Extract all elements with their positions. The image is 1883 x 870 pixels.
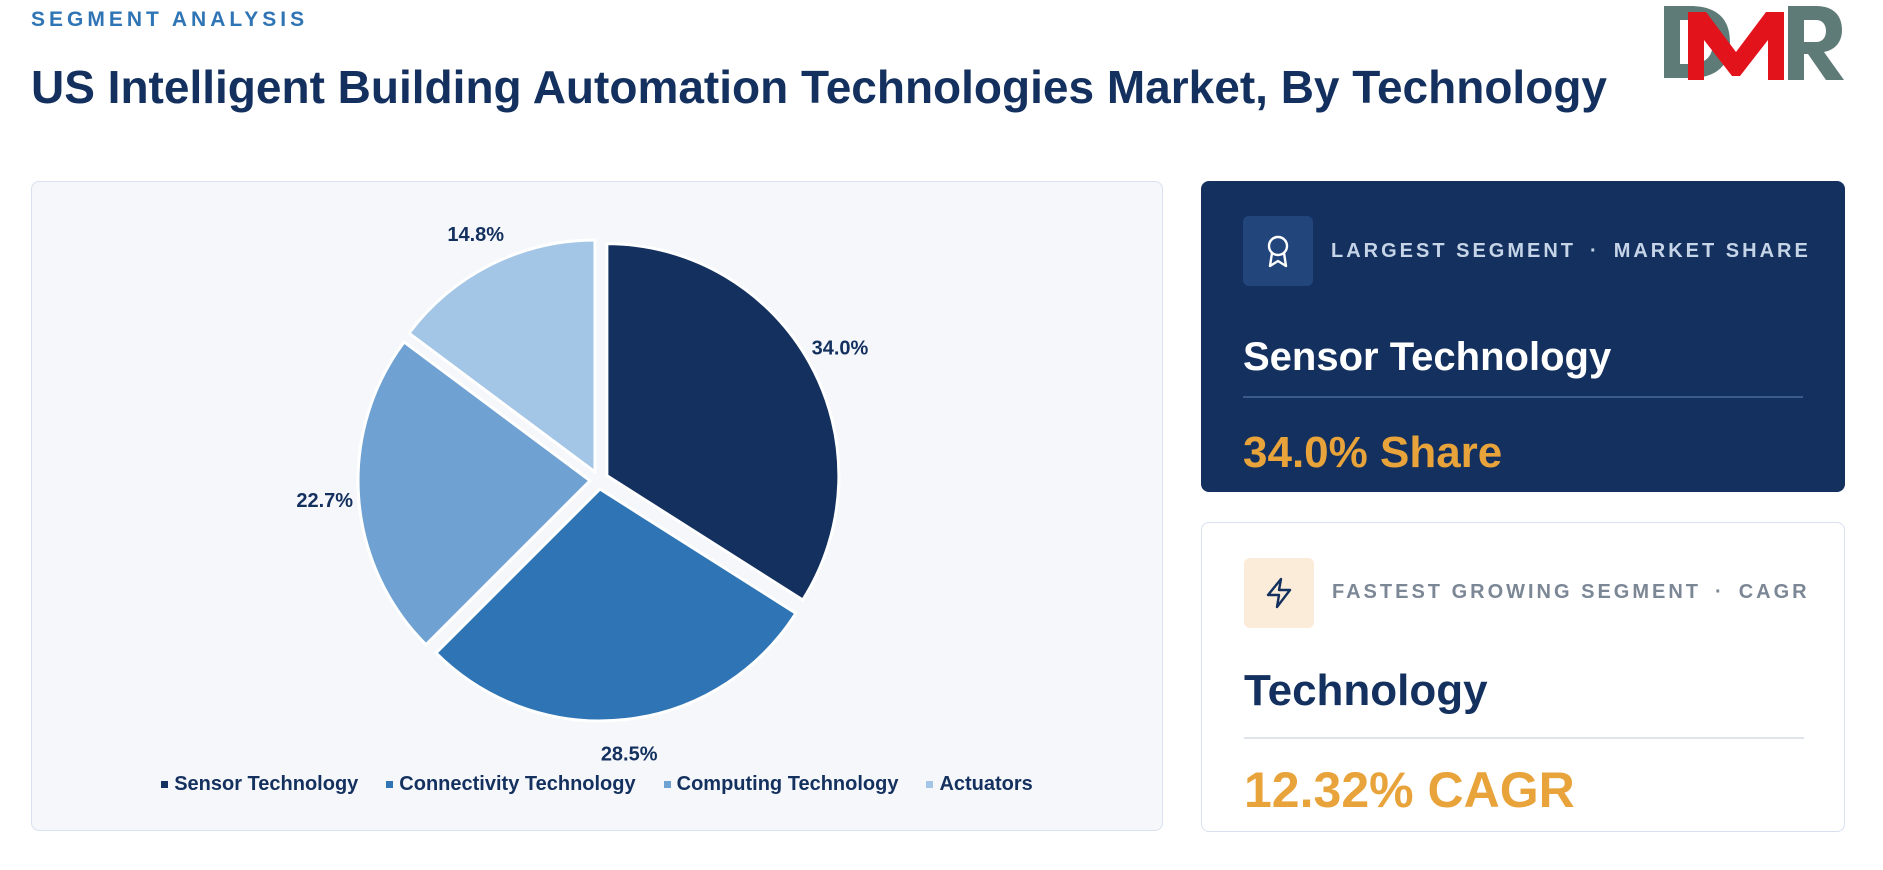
label-separator: · bbox=[1715, 581, 1725, 603]
legend-swatch bbox=[386, 781, 394, 788]
lightning-icon bbox=[1244, 558, 1314, 628]
pie-label-computing-technology: 22.7% bbox=[296, 490, 353, 512]
label-separator: · bbox=[1590, 240, 1600, 262]
legend-item-computing-technology: Computing Technology bbox=[663, 773, 899, 796]
pie-chart: 34.0% 28.5% 22.7% 14.8% bbox=[296, 224, 869, 762]
award-icon bbox=[1243, 216, 1313, 286]
label-market-share: MARKET SHARE bbox=[1613, 240, 1811, 262]
legend-swatch bbox=[161, 781, 169, 788]
fastest-growing-label: FASTEST GROWING SEGMENT · CAGR bbox=[1332, 581, 1810, 604]
pie-label-actuators: 14.8% bbox=[447, 224, 504, 246]
legend-item-sensor-technology: Sensor Technology bbox=[161, 773, 358, 796]
legend-label: Connectivity Technology bbox=[399, 773, 636, 795]
chart-legend: Sensor Technology Connectivity Technology… bbox=[32, 773, 1162, 796]
card-divider bbox=[1244, 737, 1804, 739]
largest-segment-share: 34.0% Share bbox=[1243, 428, 1503, 477]
dmr-logo bbox=[1664, 6, 1844, 80]
label-fastest-growing: FASTEST GROWING SEGMENT bbox=[1332, 581, 1702, 603]
pie-label-connectivity-technology: 28.5% bbox=[601, 743, 658, 762]
pie-label-sensor-technology: 34.0% bbox=[812, 338, 869, 360]
pie-slice-actuators bbox=[406, 238, 597, 475]
legend-label: Actuators bbox=[939, 773, 1033, 795]
pie-slice-sensor-technology bbox=[605, 242, 841, 603]
section-eyebrow: SEGMENT ANALYSIS bbox=[31, 8, 309, 31]
pie-chart-card: 34.0% 28.5% 22.7% 14.8% Sensor Technology Co… bbox=[31, 181, 1163, 831]
largest-segment-label: LARGEST SEGMENT · MARKET SHARE bbox=[1331, 240, 1811, 263]
fastest-growing-cagr: 12.32% CAGR bbox=[1244, 762, 1575, 818]
pie-slice-computing-technology bbox=[356, 339, 593, 647]
label-largest-segment: LARGEST SEGMENT bbox=[1331, 240, 1577, 262]
legend-item-connectivity-technology: Connectivity Technology bbox=[386, 773, 636, 796]
fastest-growing-name: Technology bbox=[1244, 666, 1488, 715]
legend-label: Sensor Technology bbox=[174, 773, 359, 795]
legend-item-actuators: Actuators bbox=[926, 773, 1033, 796]
page-title: US Intelligent Building Automation Techn… bbox=[31, 61, 1607, 113]
legend-swatch bbox=[926, 781, 934, 788]
legend-swatch bbox=[663, 781, 671, 788]
card-divider bbox=[1243, 396, 1803, 398]
largest-segment-name: Sensor Technology bbox=[1243, 335, 1612, 379]
fastest-growing-card: FASTEST GROWING SEGMENT · CAGR Technology … bbox=[1201, 522, 1845, 832]
label-cagr: CAGR bbox=[1738, 581, 1810, 603]
largest-segment-card: LARGEST SEGMENT · MARKET SHARE Sensor Tech… bbox=[1201, 181, 1845, 492]
pie-slice-connectivity-technology bbox=[433, 487, 798, 723]
legend-label: Computing Technology bbox=[676, 773, 899, 795]
